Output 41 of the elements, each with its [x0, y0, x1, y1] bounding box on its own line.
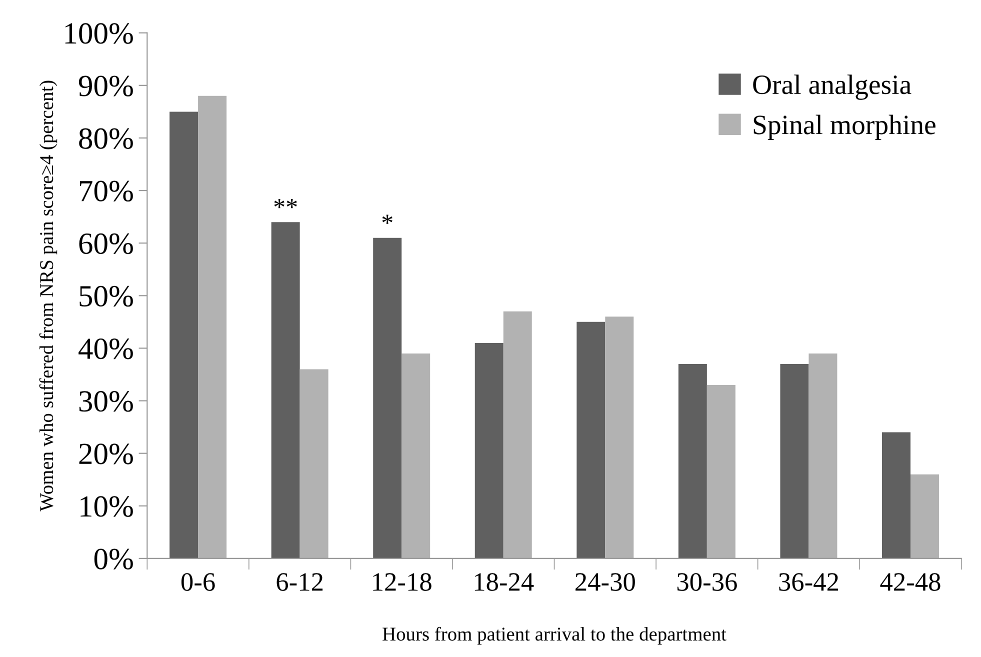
bar: [474, 342, 504, 558]
y-tick-label: 10%: [80, 496, 133, 517]
x-tick-label: 24-30: [576, 573, 635, 591]
bar: [576, 322, 606, 558]
bar: [271, 222, 300, 558]
bar: [808, 353, 838, 558]
bar: [402, 353, 430, 558]
legend-label: Spinal morphine: [754, 114, 936, 140]
x-tick-label: 36-42: [779, 573, 838, 591]
x-tick-label: 30-36: [677, 573, 737, 591]
bar: [882, 432, 910, 558]
y-tick-label: 0%: [94, 548, 133, 570]
bar: [678, 364, 707, 558]
x-tick-label: 12-18: [373, 573, 432, 591]
annotation: *: [382, 214, 392, 224]
y-tick-label: 100%: [65, 23, 133, 44]
annotation: **: [274, 198, 297, 208]
bar: [300, 369, 328, 558]
y-tick-label: 40%: [78, 338, 133, 360]
x-tick-label: 0-6: [181, 573, 215, 591]
y-tick-label: 80%: [79, 128, 133, 149]
bar: [780, 364, 809, 558]
y-tick-label: 30%: [79, 391, 133, 412]
bar: [373, 238, 402, 558]
bar: [605, 316, 634, 558]
x-tick-label: 18-24: [474, 573, 534, 591]
bar: [706, 385, 736, 558]
bar: [198, 96, 227, 558]
y-axis-title: Women who suffered from NRS pain score≥4 (percent): [39, 80, 58, 512]
y-tick-label: 90%: [78, 76, 133, 96]
bar: [910, 474, 939, 558]
bar: [170, 112, 198, 558]
legend-label: Oral analgesia: [753, 74, 912, 100]
y-tick-label: 50%: [80, 286, 133, 307]
x-tick-label: 42-48: [880, 573, 940, 591]
y-tick-label: 60%: [79, 233, 133, 254]
y-tick-label: 70%: [80, 180, 133, 202]
x-tick-label: 6-12: [276, 573, 323, 591]
bar: [503, 311, 532, 558]
y-tick-label: 20%: [79, 444, 133, 464]
x-axis-title: Hours from patient arrival to the department: [382, 626, 726, 645]
